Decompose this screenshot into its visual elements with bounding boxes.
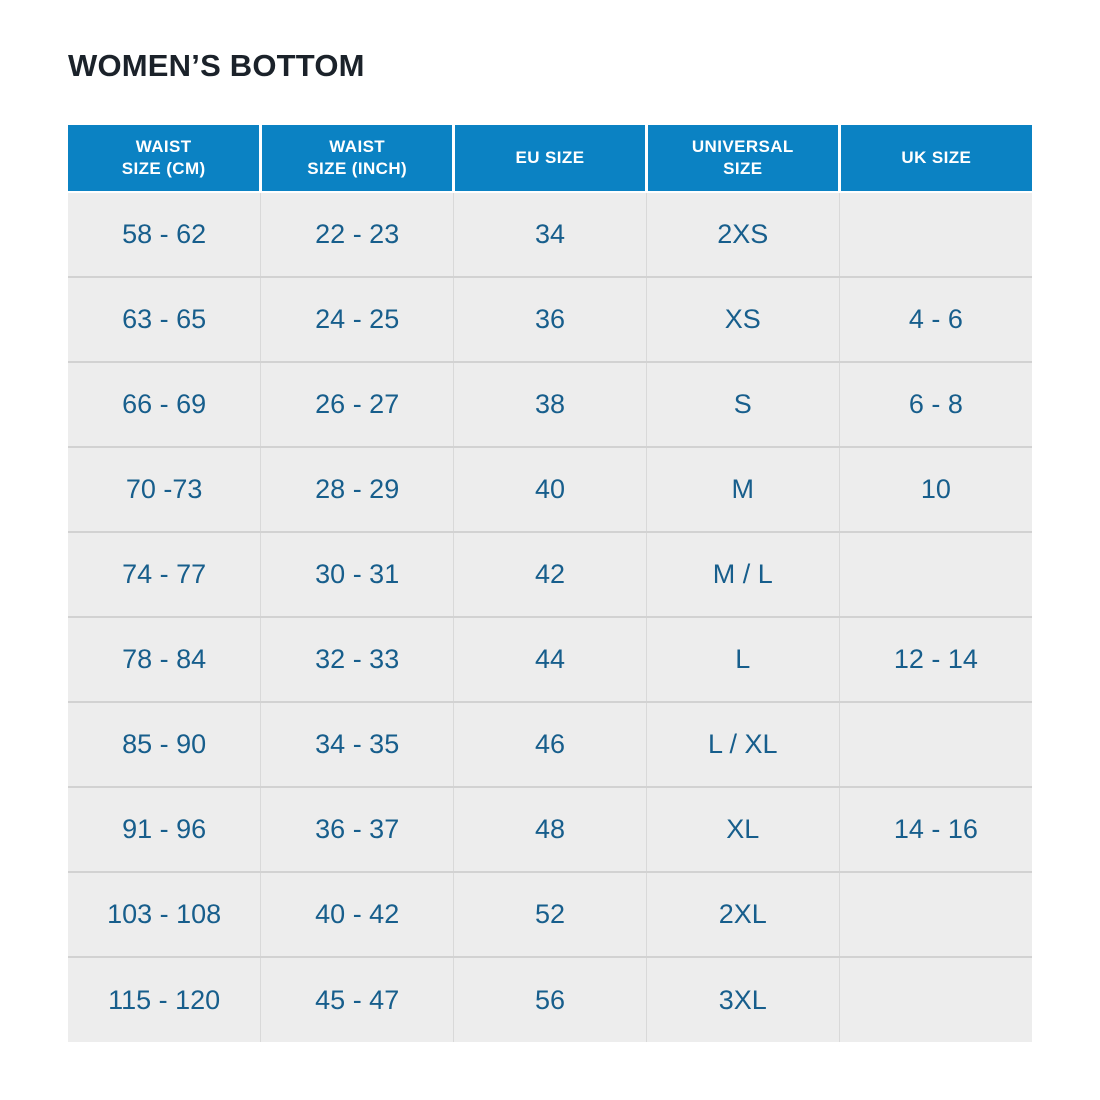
table-cell: 24 - 25 [260,276,454,362]
table-cell: 58 - 62 [68,192,261,277]
table-cell: 74 - 77 [68,531,261,617]
table-cell: L / XL [645,701,840,787]
table-cell: 38 [453,361,647,447]
table-cell: 10 [838,446,1032,532]
table-cell [838,192,1032,277]
column-header-label: SIZE (CM) [121,159,206,178]
table-cell: 78 - 84 [68,616,261,702]
table-cell: 66 - 69 [68,361,261,447]
table-cell: 28 - 29 [260,446,454,532]
table-cell: 34 - 35 [260,701,454,787]
table-cell: 115 - 120 [68,956,261,1042]
header-row: WAIST SIZE (CM) WAIST SIZE (INCH) EU SIZE UNI… [68,125,1032,193]
table-body: 58 - 62 22 - 23 34 2XS 63 - 65 24 - 25 36 XS 4 -… [68,192,1032,1042]
column-header-universal-size: UNIVERSAL SIZE [644,125,840,193]
table-row: 103 - 108 40 - 42 52 2XL [68,871,1032,957]
table-cell: 30 - 31 [260,531,454,617]
table-cell: 46 [453,701,647,787]
column-header-uk-size: UK SIZE [837,125,1032,193]
table-row: 66 - 69 26 - 27 38 S 6 - 8 [68,361,1032,447]
table-cell: 48 [453,786,647,872]
table-cell: 12 - 14 [838,616,1032,702]
table-cell: 40 - 42 [260,871,454,957]
table-cell: 44 [453,616,647,702]
table-cell: 2XL [645,871,840,957]
table-cell: 40 [453,446,647,532]
table-cell: 103 - 108 [68,871,261,957]
table-row: 115 - 120 45 - 47 56 3XL [68,956,1032,1042]
table-cell: 91 - 96 [68,786,261,872]
table-row: 63 - 65 24 - 25 36 XS 4 - 6 [68,276,1032,362]
table-cell: XL [645,786,840,872]
column-header-label: SIZE [723,159,763,178]
table-header: WAIST SIZE (CM) WAIST SIZE (INCH) EU SIZE UNI… [68,125,1032,193]
table-cell: 45 - 47 [260,956,454,1042]
size-chart-table: WAIST SIZE (CM) WAIST SIZE (INCH) EU SIZE UNI… [68,125,1032,1042]
table-cell: XS [645,276,840,362]
column-header-label: UNIVERSAL [691,137,794,156]
table-cell: 42 [453,531,647,617]
table-cell: 36 - 37 [260,786,454,872]
column-header-waist-size-inch: WAIST SIZE (INCH) [259,125,454,193]
table-cell: 85 - 90 [68,701,261,787]
table-row: 58 - 62 22 - 23 34 2XS [68,192,1032,277]
table-cell: 2XS [645,192,840,277]
table-row: 74 - 77 30 - 31 42 M / L [68,531,1032,617]
table-cell: 70 -73 [68,446,261,532]
table-cell: 32 - 33 [260,616,454,702]
column-header-eu-size: EU SIZE [452,125,647,193]
page-title: WOMEN’S BOTTOM [68,48,365,83]
table-row: 91 - 96 36 - 37 48 XL 14 - 16 [68,786,1032,872]
table-row: 78 - 84 32 - 33 44 L 12 - 14 [68,616,1032,702]
table-cell: 34 [453,192,647,277]
table-cell [838,871,1032,957]
table-cell: S [645,361,840,447]
table-cell: 14 - 16 [838,786,1032,872]
table-cell [838,956,1032,1042]
table-cell: M / L [645,531,840,617]
table-cell: 3XL [645,956,840,1042]
column-header-label: WAIST [135,137,192,156]
column-header-label: EU SIZE [515,148,585,167]
table-cell: 26 - 27 [260,361,454,447]
table-cell: 6 - 8 [838,361,1032,447]
table-cell: M [645,446,840,532]
table-cell: 4 - 6 [838,276,1032,362]
table-cell: 36 [453,276,647,362]
table-cell [838,531,1032,617]
table-cell: L [645,616,840,702]
table-row: 70 -73 28 - 29 40 M 10 [68,446,1032,532]
table-cell: 52 [453,871,647,957]
table-cell: 22 - 23 [260,192,454,277]
table-cell [838,701,1032,787]
column-header-label: UK SIZE [901,148,972,167]
column-header-label: SIZE (INCH) [307,159,408,178]
table-row: 85 - 90 34 - 35 46 L / XL [68,701,1032,787]
column-header-waist-size-cm: WAIST SIZE (CM) [68,125,261,193]
table-cell: 56 [453,956,647,1042]
table-cell: 63 - 65 [68,276,261,362]
column-header-label: WAIST [329,137,386,156]
